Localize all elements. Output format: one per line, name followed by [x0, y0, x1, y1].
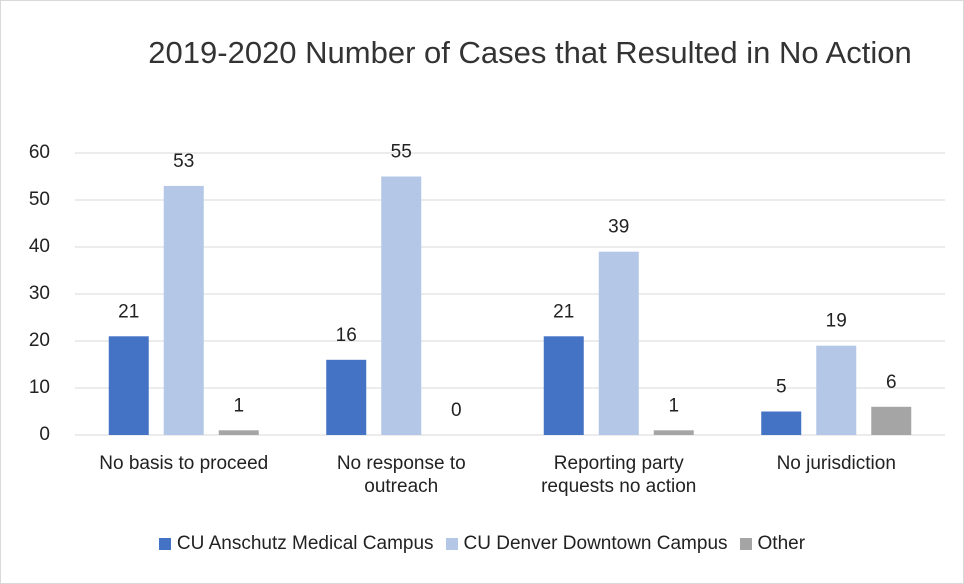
y-tick-label: 10: [29, 377, 50, 398]
data-label: 53: [173, 151, 194, 172]
bar: [163, 185, 204, 435]
legend-label: CU Denver Downtown Campus: [463, 533, 728, 554]
data-label: 19: [826, 311, 847, 332]
legend-label: CU Anschutz Medical Campus: [176, 533, 434, 554]
bar: [598, 251, 639, 435]
bar: [543, 336, 584, 435]
data-label: 39: [608, 217, 629, 238]
bar: [108, 336, 149, 435]
bar: [653, 430, 694, 435]
legend-item: CU Anschutz Medical Campus: [158, 533, 434, 555]
bar: [761, 411, 802, 435]
x-tick-label: Reporting party requests no action: [541, 453, 697, 497]
data-label: 0: [451, 400, 462, 421]
y-tick-label: 30: [29, 283, 50, 304]
legend-swatch: [158, 538, 171, 550]
legend-swatch: [445, 538, 458, 550]
bar: [816, 345, 857, 435]
data-label: 1: [233, 395, 244, 416]
y-tick-label: 0: [39, 424, 50, 445]
legend-item: Other: [739, 533, 806, 555]
bar: [871, 406, 912, 435]
data-label: 55: [391, 142, 412, 163]
y-tick-label: 50: [29, 189, 50, 210]
legend-label: Other: [757, 533, 806, 554]
legend: CU Anschutz Medical Campus CU Denver Down…: [0, 533, 964, 555]
x-tick-label: No jurisdiction: [776, 453, 896, 474]
bar: [218, 430, 259, 435]
data-label: 21: [553, 301, 574, 322]
y-tick-label: 60: [29, 142, 50, 163]
data-label: 21: [118, 301, 139, 322]
data-label: 6: [886, 372, 897, 393]
x-tick-label: No basis to proceed: [99, 453, 269, 474]
y-tick-label: 20: [29, 330, 50, 351]
bar: [326, 359, 367, 435]
x-tick-label: No response to outreach: [336, 453, 466, 497]
data-label: 5: [776, 377, 787, 398]
data-label: 1: [668, 395, 679, 416]
legend-swatch: [739, 538, 752, 550]
y-tick-label: 40: [29, 236, 50, 257]
chart-title: 2019-2020 Number of Cases that Resulted …: [148, 35, 912, 70]
legend-item: CU Denver Downtown Campus: [445, 533, 728, 555]
bar: [381, 176, 422, 435]
data-label: 16: [336, 325, 357, 346]
